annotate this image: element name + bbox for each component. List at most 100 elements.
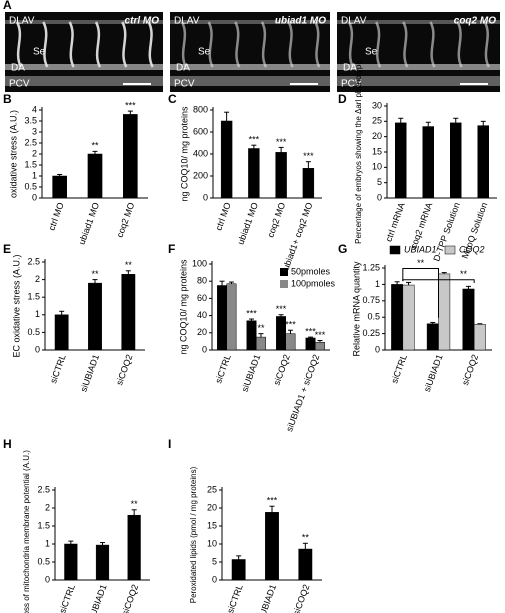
error-bar: [398, 117, 404, 123]
error-bar: [406, 281, 412, 286]
vessel: [234, 21, 241, 68]
bar: [315, 342, 325, 351]
significance: ***: [267, 496, 278, 506]
significance: **: [91, 269, 99, 279]
error-bar: [57, 173, 63, 176]
image-label: DA: [11, 63, 25, 74]
vessel: [456, 21, 463, 68]
y-axis-label: Peroxidated lipids (pmol / mg proteins): [189, 466, 198, 603]
image-label: PCV: [9, 79, 30, 90]
significance: **: [125, 260, 133, 270]
y-tick-label: 1.5: [37, 520, 50, 530]
y-tick-label: 2: [45, 502, 50, 512]
error-bar: [224, 111, 230, 121]
y-tick-label: 1.5: [27, 292, 40, 302]
x-tick-label: siCTRL: [213, 353, 233, 385]
y-tick-label: 2: [35, 274, 40, 284]
x-tick-label: coq2 MO: [265, 201, 287, 239]
y-tick-label: 10: [372, 162, 382, 172]
y-axis-label: Loss of mitochondria membrane potential …: [22, 450, 31, 613]
bracket: [402, 279, 475, 283]
vessel: [483, 21, 490, 68]
bar: [285, 333, 296, 351]
significance: ***: [276, 304, 287, 314]
x-tick-label: siUBIAD1 + siCOQ2: [284, 353, 321, 433]
vessel-band: [5, 76, 163, 86]
y-tick-label: 60: [197, 293, 207, 303]
bar: [402, 284, 415, 351]
y-tick-label: 0: [375, 344, 380, 354]
y-tick-label: 5: [377, 177, 382, 187]
bar: [391, 284, 404, 351]
bar: [88, 282, 102, 351]
y-axis-label: oxidative stress (A.U.): [8, 110, 18, 198]
vessel: [287, 21, 294, 68]
error-bar: [278, 314, 284, 317]
vessel-band: [337, 20, 500, 24]
vessel: [402, 21, 409, 68]
y-tick-label: 200: [193, 170, 208, 180]
error-bar: [305, 161, 311, 169]
significance: ***: [246, 308, 257, 318]
x-tick-label: siUBIAD1: [86, 583, 109, 613]
y-axis-label: EC oxidative stress (A.U.): [11, 254, 21, 357]
error-bar: [287, 329, 293, 334]
y-tick-label: 0: [202, 344, 207, 354]
legend-swatch: [280, 268, 288, 276]
x-tick-label: siCOQ2: [291, 583, 311, 613]
y-axis-label: Percentage of embryos showing the Δarl p…: [354, 60, 363, 244]
y-tick-label: 3: [32, 126, 37, 136]
error-bar: [228, 281, 234, 284]
y-tick-label: 0.5: [367, 312, 380, 322]
x-tick-label: siUBIAD1: [255, 583, 278, 613]
significance: **: [302, 533, 310, 543]
x-tick-label: coq2 MO: [115, 201, 137, 239]
vessel: [347, 21, 355, 68]
y-tick-label: 0.5: [27, 327, 40, 337]
bar: [462, 288, 475, 351]
vessel: [147, 21, 154, 68]
image-label: Se: [198, 47, 211, 58]
bar: [477, 125, 489, 199]
error-bar: [92, 279, 98, 284]
bar: [220, 120, 233, 199]
y-tick-label: 400: [193, 148, 208, 158]
x-tick-label: siUBIAD1: [240, 353, 263, 393]
y-tick-label: 20: [207, 502, 217, 512]
x-tick-label: ctrl MO: [213, 201, 232, 232]
vessel-band: [5, 64, 163, 70]
panel-label: F: [168, 242, 175, 256]
significance: ***: [305, 326, 316, 336]
error-bar: [278, 146, 284, 153]
x-tick-label: siCOQ2: [272, 353, 292, 387]
legend-swatch: [280, 280, 288, 288]
vessel: [375, 21, 382, 68]
bar: [426, 323, 439, 351]
y-tick-label: 1.25: [362, 262, 380, 272]
x-tick-label: coq2 mRNA: [408, 201, 434, 250]
bar: [275, 152, 287, 199]
image-label: Se: [33, 47, 46, 58]
image-label: DLAV: [9, 16, 35, 27]
y-tick-label: 3.5: [24, 115, 37, 125]
y-tick-label: 2.5: [24, 137, 37, 147]
x-tick-label: siCTRL: [225, 583, 245, 613]
x-tick-label: ctrl mRNA: [383, 201, 406, 243]
x-tick-label: siCOQ2: [460, 353, 480, 387]
y-tick-label: 0: [377, 192, 382, 202]
y-tick-label: 1: [32, 170, 37, 180]
y-axis-label: Relative mRNA quantity: [351, 261, 361, 357]
y-tick-label: 800: [193, 104, 208, 114]
error-bar: [308, 336, 314, 338]
y-tick-label: 1: [375, 279, 380, 289]
significance: ***: [249, 135, 260, 145]
significance: ***: [125, 100, 136, 110]
x-tick-label: siCOQ2: [120, 583, 140, 613]
y-tick-label: 0: [35, 344, 40, 354]
y-tick-label: 0.5: [24, 181, 37, 191]
y-tick-label: 15: [207, 520, 217, 530]
bar: [395, 122, 407, 199]
y-tick-label: 100: [192, 258, 207, 268]
error-bar: [453, 117, 459, 123]
error-bar: [236, 555, 242, 560]
